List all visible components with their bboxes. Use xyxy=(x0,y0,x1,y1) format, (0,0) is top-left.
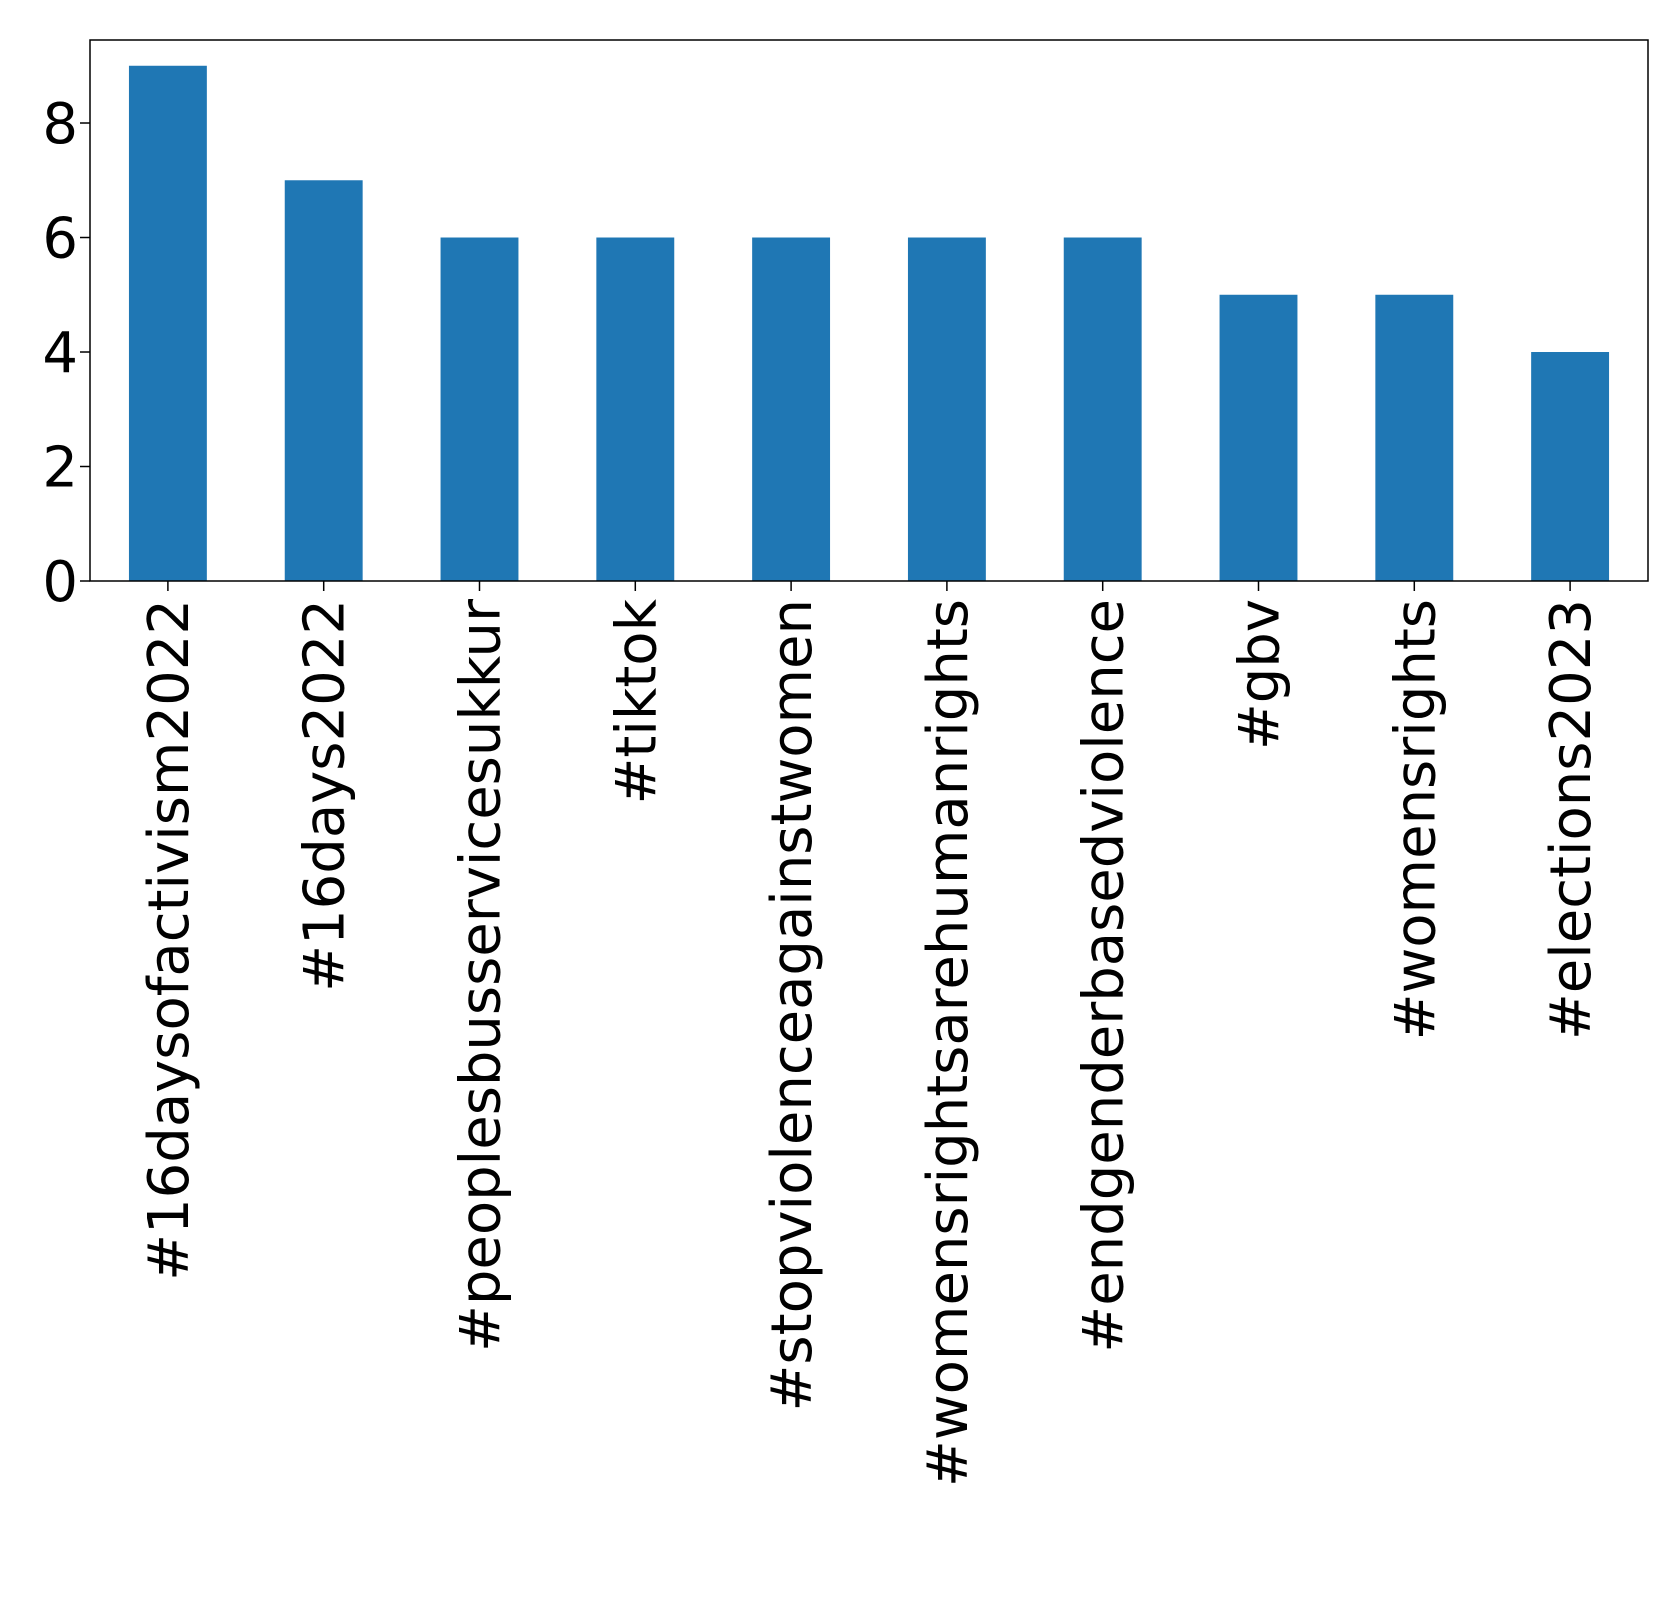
bar-womensrightsarehumanrights xyxy=(907,237,986,581)
x-tick-label: #stopviolenceagainstwomen xyxy=(760,599,825,1412)
plot-frame xyxy=(89,39,1649,582)
x-tick-label: #womensrightsarehumanrights xyxy=(916,599,981,1487)
x-tick-label: #tiktok xyxy=(604,598,669,804)
bars-layer xyxy=(128,65,1610,581)
bar-elections2023 xyxy=(1531,352,1610,581)
bar-tiktok xyxy=(596,237,675,581)
y-tick-label: 4 xyxy=(42,321,78,386)
bar-gbv xyxy=(1219,294,1298,581)
y-tick-label: 8 xyxy=(42,92,78,157)
bar-womensrights xyxy=(1375,294,1454,581)
bar-16daysofactivism2022 xyxy=(128,65,207,581)
y-tick-label: 2 xyxy=(42,436,78,501)
x-tick-label: #16daysofactivism2022 xyxy=(137,599,202,1281)
bar-peoplesbusservicesukkur xyxy=(440,237,519,581)
bar-endgenderbasedviolence xyxy=(1063,237,1142,581)
x-tick-label: #16days2022 xyxy=(293,599,358,992)
y-tick-label: 0 xyxy=(42,550,78,615)
y-tick-label: 6 xyxy=(42,207,78,272)
y-axis: 0 2 4 6 8 xyxy=(42,92,90,615)
x-tick-label: #elections2023 xyxy=(1539,599,1604,1040)
x-tick-label: #womensrights xyxy=(1383,599,1448,1040)
x-axis: #16daysofactivism2022 #16days2022 #peoples… xyxy=(137,581,1604,1487)
bar-stopviolenceagainstwomen xyxy=(752,237,831,581)
x-tick-label: #gbv xyxy=(1228,599,1293,750)
x-tick-label: #endgenderbasedviolence xyxy=(1072,599,1137,1353)
bar-16days2022 xyxy=(284,180,363,581)
x-tick-label: #peoplesbusservicesukkur xyxy=(449,598,514,1352)
